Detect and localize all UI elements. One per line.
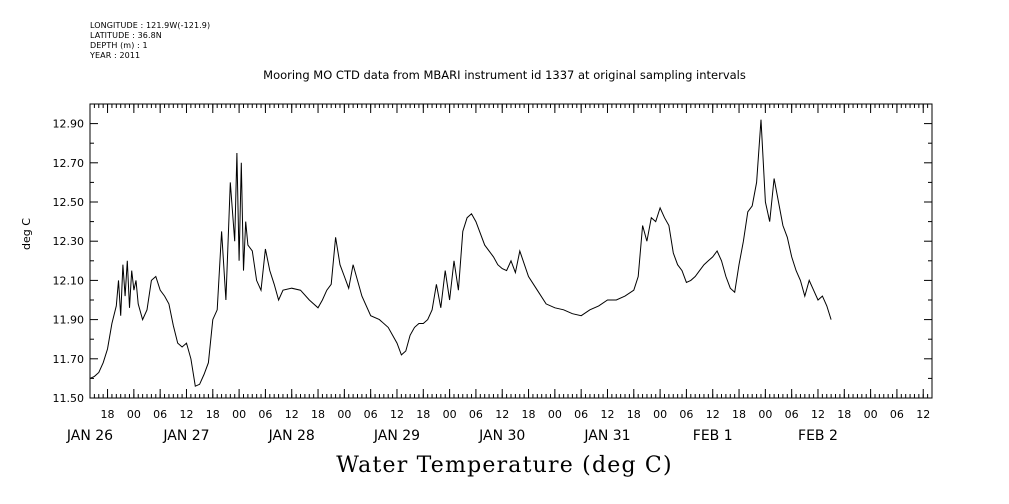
x-tick-label: 00	[653, 408, 667, 421]
longitude-label: LONGITUDE : 121.9W(-121.9)	[90, 21, 211, 30]
x-tick-label: 06	[890, 408, 904, 421]
x-tick-label: 18	[206, 408, 220, 421]
y-tick-label: 12.30	[53, 235, 85, 248]
x-tick-label: 06	[153, 408, 167, 421]
x-tick-label: 00	[548, 408, 562, 421]
x-tick-label: 00	[337, 408, 351, 421]
x-tick-label: 06	[364, 408, 378, 421]
x-day-label: JAN 31	[583, 428, 630, 444]
year-label: YEAR : 2011	[90, 51, 141, 60]
x-tick-label: 00	[443, 408, 457, 421]
x-day-label: JAN 29	[373, 428, 420, 444]
x-day-label: FEB 2	[798, 428, 838, 444]
x-tick-label: 06	[785, 408, 799, 421]
x-tick-label: 06	[679, 408, 693, 421]
temperature-line	[89, 119, 832, 387]
x-tick-label: 06	[574, 408, 588, 421]
x-tick-label: 12	[706, 408, 720, 421]
x-axis: 18 00 06 12 18 00 06 12 18 00 06 12 18 00 06 12 18 00 06 12…	[66, 104, 933, 444]
y-tick-label: 12.10	[53, 274, 85, 287]
x-tick-label: 12	[916, 408, 930, 421]
series-layer	[89, 119, 832, 387]
x-tick-label: 18	[522, 408, 536, 421]
station-metadata: LONGITUDE : 121.9W(-121.9) LATITUDE : 36…	[90, 21, 210, 61]
y-tick-label: 12.50	[53, 196, 85, 209]
x-tick-label: 12	[495, 408, 509, 421]
depth-label: DEPTH (m) : 1	[90, 41, 148, 50]
y-tick-label: 12.70	[53, 157, 85, 170]
x-tick-label: 18	[732, 408, 746, 421]
x-tick-label: 18	[101, 408, 115, 421]
y-tick-label: 11.70	[53, 353, 85, 366]
y-tick-label: 11.90	[53, 314, 85, 327]
x-tick-label: 06	[469, 408, 483, 421]
y-axis: 11.50 11.70 11.90 12.10 12.30 12.50 12.70 12.90	[53, 103, 932, 405]
x-day-label: JAN 27	[162, 428, 209, 444]
x-tick-label: 18	[416, 408, 430, 421]
x-tick-label: 00	[864, 408, 878, 421]
x-tick-label: 00	[127, 408, 141, 421]
x-tick-label: 12	[390, 408, 404, 421]
latitude-label: LATITUDE : 36.8N	[90, 31, 162, 40]
x-tick-label: 18	[837, 408, 851, 421]
x-tick-label: 12	[285, 408, 299, 421]
x-tick-label: 00	[232, 408, 246, 421]
x-day-label: JAN 26	[66, 428, 113, 444]
x-day-label: FEB 1	[693, 428, 733, 444]
x-day-label: JAN 28	[268, 428, 315, 444]
x-tick-label: 06	[258, 408, 272, 421]
plot-frame	[89, 103, 933, 399]
x-tick-label: 12	[811, 408, 825, 421]
x-tick-label: 18	[311, 408, 325, 421]
y-tick-label: 11.50	[53, 392, 85, 405]
x-tick-label: 18	[627, 408, 641, 421]
x-tick-label: 12	[600, 408, 614, 421]
x-tick-label: 12	[179, 408, 193, 421]
y-tick-label: 12.90	[53, 118, 85, 131]
x-tick-label: 00	[758, 408, 772, 421]
plot-title: Mooring MO CTD data from MBARI instrumen…	[263, 68, 746, 82]
x-day-label: JAN 30	[478, 428, 525, 444]
bottom-title: Water Temperature (deg C)	[336, 453, 673, 478]
